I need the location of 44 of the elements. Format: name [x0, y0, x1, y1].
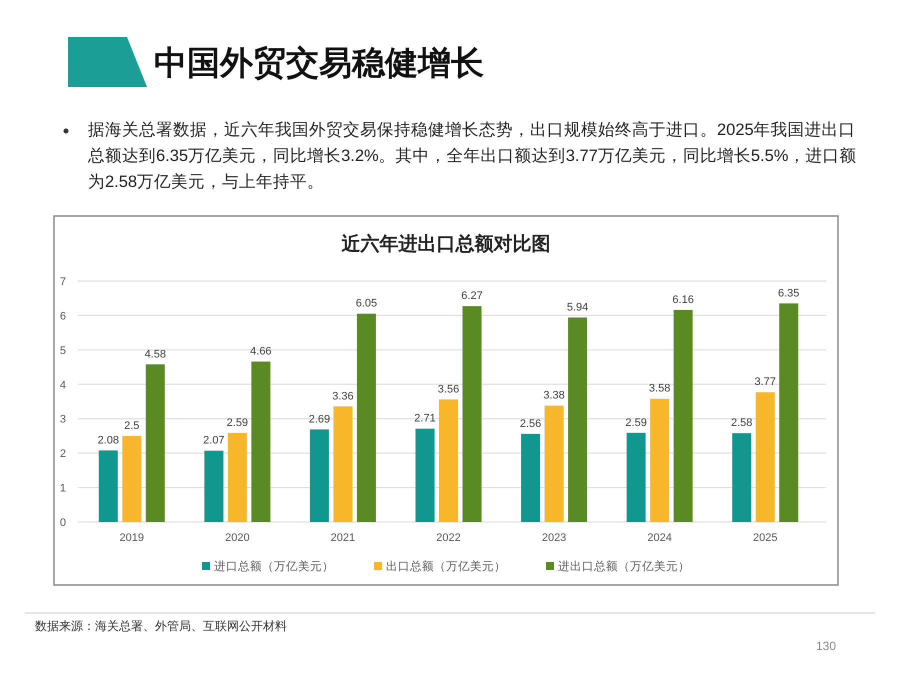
ytick-label: 7	[60, 276, 66, 288]
legend-label: 出口总额（万亿美元）	[386, 561, 506, 573]
annotation: 据海关总署数据，近六年我国外贸交易保持稳健增长态势，出口规模始终高于进口。2025年我国进出口总额达到6.35万亿美元，同比增长3.2%。其中，全年出口额达到3.77万亿美元，同比增长5.5%，进口额为2.58万亿美元，与上年持平。	[88, 120, 858, 193]
data-label: 2.71	[414, 412, 436, 425]
data-label: 2.5	[124, 420, 140, 432]
ytick-label: 5	[60, 344, 66, 357]
xtick-label: 2025	[752, 532, 778, 544]
xtick-label: 2022	[436, 532, 461, 544]
xtick-label: 2020	[225, 532, 250, 544]
data-label: 2.59	[226, 416, 248, 429]
data-label: 6.16	[672, 294, 694, 306]
data-label: 2.59	[625, 416, 647, 429]
data-label: 2.56	[520, 418, 542, 430]
data-label: 3.58	[648, 382, 670, 395]
data-label: 2.69	[308, 413, 330, 426]
legend-label: 进口总额（万亿美元）	[214, 561, 334, 573]
data-label: 3.56	[438, 383, 460, 396]
ytick-label: 1	[60, 482, 66, 495]
ytick-label: 6	[60, 310, 66, 322]
xtick-label: 2019	[120, 532, 144, 544]
data-label: 6.05	[356, 298, 378, 310]
data-label: 5.94	[566, 302, 588, 314]
ytick-label: 2	[60, 448, 66, 460]
ytick-label: 0	[60, 517, 66, 529]
xtick-label: 2024	[647, 532, 672, 544]
data-label: 4.66	[250, 346, 272, 358]
data-label: 2.08	[98, 434, 119, 446]
data-label: 3.77	[754, 376, 776, 388]
title: 中国外贸交易稳健增长	[154, 44, 484, 81]
data-label: 4.58	[144, 348, 166, 360]
subtitle: 近六年进出口总额对比图	[342, 234, 550, 255]
xtick-label: 2021	[330, 532, 356, 544]
ytick-label: 3	[60, 414, 66, 426]
data-label: 2.58	[731, 417, 752, 430]
annotation: 130	[816, 639, 836, 653]
data-label: 3.38	[543, 390, 565, 402]
data-label: 2.07	[203, 434, 225, 447]
data-label: 6.35	[778, 287, 800, 300]
annotation: 数据来源：海关总署、外管局、互联网公开材料	[35, 619, 287, 633]
data-label: 3.36	[332, 390, 354, 402]
data-label: 6.27	[461, 290, 483, 302]
xtick-label: 2023	[542, 532, 566, 544]
legend-label: 进出口总额（万亿美元）	[558, 561, 690, 573]
ytick-label: 4	[60, 379, 66, 392]
